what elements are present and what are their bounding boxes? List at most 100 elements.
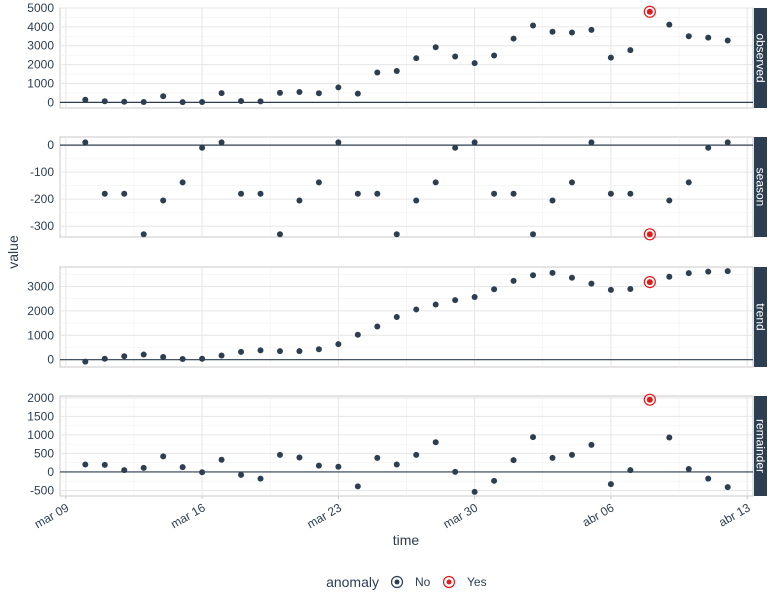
- data-point: [296, 88, 303, 95]
- panel-observed: 0 1000 2000 3000 4000 5000 observed: [27, 1, 767, 109]
- anomaly-ring: [643, 5, 656, 18]
- data-point: [705, 475, 712, 482]
- y-tick-label: 0: [47, 95, 54, 109]
- data-point: [374, 69, 381, 76]
- y-tick-label: 2000: [27, 58, 54, 72]
- data-point: [724, 484, 731, 491]
- data-point: [199, 469, 206, 476]
- data-point: [296, 348, 303, 355]
- legend-title: anomaly: [326, 574, 379, 590]
- facet-strip: [754, 8, 767, 108]
- data-point: [452, 144, 459, 151]
- data-point: [315, 90, 322, 97]
- data-point: [296, 197, 303, 204]
- data-point: [82, 96, 89, 103]
- data-point: [101, 461, 108, 468]
- anomaly-ring: [643, 276, 656, 289]
- y-tick-label: 1000: [27, 76, 54, 90]
- y-axis-title: value: [5, 235, 21, 269]
- data-point: [121, 353, 128, 360]
- y-tick-label: -300: [30, 219, 54, 233]
- data-point: [607, 481, 614, 488]
- data-point-anomaly: [646, 396, 653, 403]
- y-tick-label: 1500: [27, 409, 54, 423]
- data-point: [432, 179, 439, 186]
- data-point: [530, 434, 537, 441]
- data-point: [510, 277, 517, 284]
- legend-item-label: Yes: [467, 575, 487, 589]
- data-point: [568, 451, 575, 458]
- data-point: [491, 286, 498, 293]
- facet-strip: [754, 137, 767, 237]
- legend-key-dot: [446, 579, 452, 585]
- data-point: [724, 37, 731, 44]
- data-point: [471, 294, 478, 300]
- data-point: [393, 231, 400, 238]
- data-point: [199, 144, 206, 151]
- data-point: [568, 29, 575, 36]
- data-point: [510, 35, 517, 42]
- data-point: [199, 98, 206, 105]
- data-point: [549, 269, 556, 276]
- data-point: [121, 98, 128, 105]
- data-point: [218, 139, 225, 146]
- data-point-anomaly: [646, 279, 653, 286]
- data-point: [276, 451, 283, 458]
- data-point: [549, 28, 556, 35]
- data-point: [160, 197, 167, 204]
- data-point: [276, 89, 283, 96]
- anomaly-ring: [643, 228, 656, 241]
- data-point: [82, 358, 89, 365]
- data-point: [413, 306, 420, 313]
- data-point: [705, 268, 712, 275]
- facet-strip: [754, 396, 767, 496]
- data-point: [257, 475, 264, 482]
- y-tick-label: 2000: [27, 304, 54, 318]
- data-point: [588, 441, 595, 448]
- x-axis: mar 09 mar 16 mar 23 mar 30 abr 06 abr 13: [32, 496, 753, 531]
- data-point: [374, 454, 381, 461]
- data-point-anomaly: [646, 231, 653, 238]
- data-point: [238, 190, 245, 197]
- legend: anomaly No Yes: [326, 574, 487, 590]
- y-tick-label: 1000: [27, 428, 54, 442]
- data-point: [510, 457, 517, 464]
- data-point: [549, 454, 556, 461]
- x-tick-label: mar 09: [32, 500, 72, 531]
- y-tick-label: -200: [30, 192, 54, 206]
- data-point: [257, 98, 264, 105]
- data-point: [140, 464, 147, 471]
- anomaly-ring: [643, 393, 656, 406]
- data-point: [666, 434, 673, 441]
- x-axis-title: time: [393, 532, 420, 548]
- data-point: [607, 286, 614, 293]
- data-point: [491, 52, 498, 59]
- data-point: [257, 347, 264, 354]
- data-point: [530, 231, 537, 238]
- data-point: [82, 139, 89, 146]
- legend-key-ring: [390, 575, 404, 589]
- x-tick-label: abr 06: [580, 500, 617, 529]
- y-tick-label: 0: [47, 465, 54, 479]
- data-point: [432, 301, 439, 308]
- data-point: [160, 354, 167, 360]
- data-point: [452, 297, 459, 304]
- data-point: [335, 341, 342, 348]
- legend-item-label: No: [415, 575, 431, 589]
- data-point: [218, 456, 225, 463]
- panel-trend: 0 1000 2000 3000 trend: [27, 266, 768, 368]
- data-point: [218, 352, 225, 359]
- data-point: [568, 274, 575, 281]
- data-point: [471, 60, 478, 67]
- data-point: [452, 53, 459, 60]
- data-point: [588, 26, 595, 33]
- data-point: [530, 22, 537, 29]
- data-point: [471, 488, 478, 495]
- x-tick-label: mar 23: [305, 500, 345, 531]
- data-point: [354, 190, 361, 197]
- facet-strip: [754, 267, 767, 367]
- data-point: [276, 231, 283, 238]
- data-point: [374, 190, 381, 197]
- data-point: [685, 33, 692, 40]
